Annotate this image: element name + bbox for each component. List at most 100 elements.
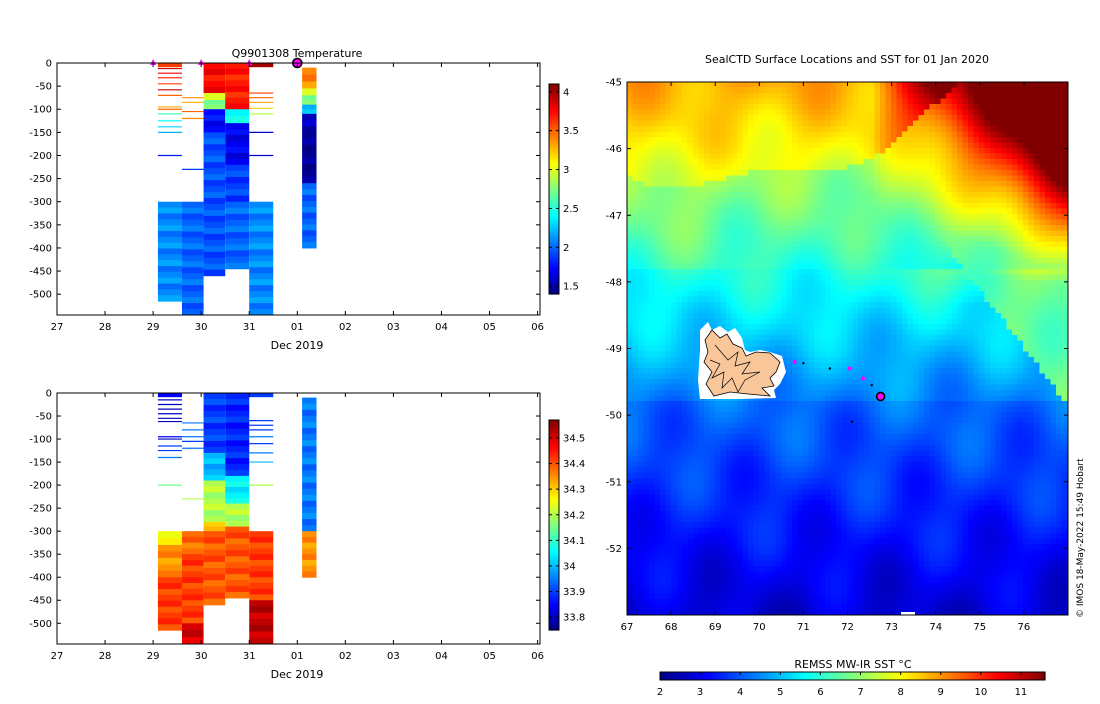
sst-pixel [886,363,892,369]
sst-pixel [809,341,815,347]
sst-pixel [847,104,853,110]
sst-pixel [1012,99,1018,105]
sst-pixel [908,352,914,358]
sst-pixel [737,170,743,176]
sst-pixel [869,308,875,314]
sst-pixel [655,132,661,138]
sst-pixel [776,341,782,347]
sst-pixel [655,93,661,99]
sst-pixel [644,352,650,358]
sst-pixel [721,132,727,138]
sst-pixel [1045,187,1051,193]
sst-pixel [693,269,699,275]
sst-pixel [952,82,958,88]
x-tick-label: 28 [99,651,112,662]
sst-pixel [754,82,760,88]
sst-pixel [853,346,859,352]
sst-pixel [693,181,699,187]
sst-pixel [897,236,903,242]
sst-pixel [726,88,732,94]
sst-pixel [935,313,941,319]
sst-pixel [908,346,914,352]
sst-pixel [891,220,897,226]
sst-pixel [924,313,930,319]
sst-pixel [765,132,771,138]
sst-pixel [798,115,804,121]
sst-pixel [858,264,864,270]
sst-pixel [946,82,952,88]
sst-pixel [732,126,738,132]
sst-pixel [1018,280,1024,286]
sst-pixel [952,280,958,286]
sst-pixel [759,121,765,127]
sst-pixel [1056,308,1062,314]
sst-pixel [963,225,969,231]
section-cell [182,303,204,309]
sst-pixel [671,319,677,325]
sst-pixel [1034,330,1040,336]
sst-pixel [638,159,644,165]
sst-pixel [974,308,980,314]
sst-pixel [842,363,848,369]
sst-pixel [864,115,870,121]
sst-pixel [710,264,716,270]
sst-pixel [638,181,644,187]
sst-pixel [974,346,980,352]
sst-pixel [781,313,787,319]
sst-pixel [946,132,952,138]
sst-pixel [737,258,743,264]
sst-pixel [682,357,688,363]
sst-pixel [1007,170,1013,176]
sst-pixel [891,198,897,204]
sst-pixel [941,368,947,374]
sst-pixel [737,126,743,132]
sst-pixel [638,104,644,110]
sst-pixel [847,242,853,248]
sst-pixel [952,198,958,204]
sst-pixel [627,209,633,215]
section-cell [302,68,316,75]
sst-pixel [1045,258,1051,264]
section-cell [302,483,316,490]
sst-pixel [842,99,848,105]
sst-pixel [930,137,936,143]
sst-pixel [1007,302,1013,308]
sst-pixel [897,154,903,160]
sst-pixel [825,82,831,88]
sst-pixel [743,154,749,160]
section-cell [204,210,226,216]
section-cell [204,258,226,264]
salinity-plot-frame [57,393,540,644]
sst-pixel [853,236,859,242]
sst-pixel [1018,165,1024,171]
sst-pixel [820,93,826,99]
sst-pixel [1034,242,1040,248]
sst-pixel [836,352,842,358]
sst-pixel [831,258,837,264]
section-cell [249,63,273,67]
sst-pixel [666,291,672,297]
sst-pixel [847,346,853,352]
sst-pixel [732,264,738,270]
sst-pixel [913,302,919,308]
sst-pixel [886,335,892,341]
sst-pixel [693,363,699,369]
sst-pixel [836,198,842,204]
sst-pixel [864,275,870,281]
sst-pixel [886,242,892,248]
sst-pixel [935,187,941,193]
sst-pixel [842,126,848,132]
sst-pixel [891,291,897,297]
sst-pixel [754,93,760,99]
sst-pixel [1040,176,1046,182]
sst-pixel [864,220,870,226]
sst-pixel [836,280,842,286]
sst-pixel [858,115,864,121]
sst-pixel [1034,82,1040,88]
sst-pixel [820,88,826,94]
sst-pixel [963,363,969,369]
sst-pixel [655,368,661,374]
sst-pixel [671,346,677,352]
sst-pixel [853,330,859,336]
sst-pixel [798,335,804,341]
